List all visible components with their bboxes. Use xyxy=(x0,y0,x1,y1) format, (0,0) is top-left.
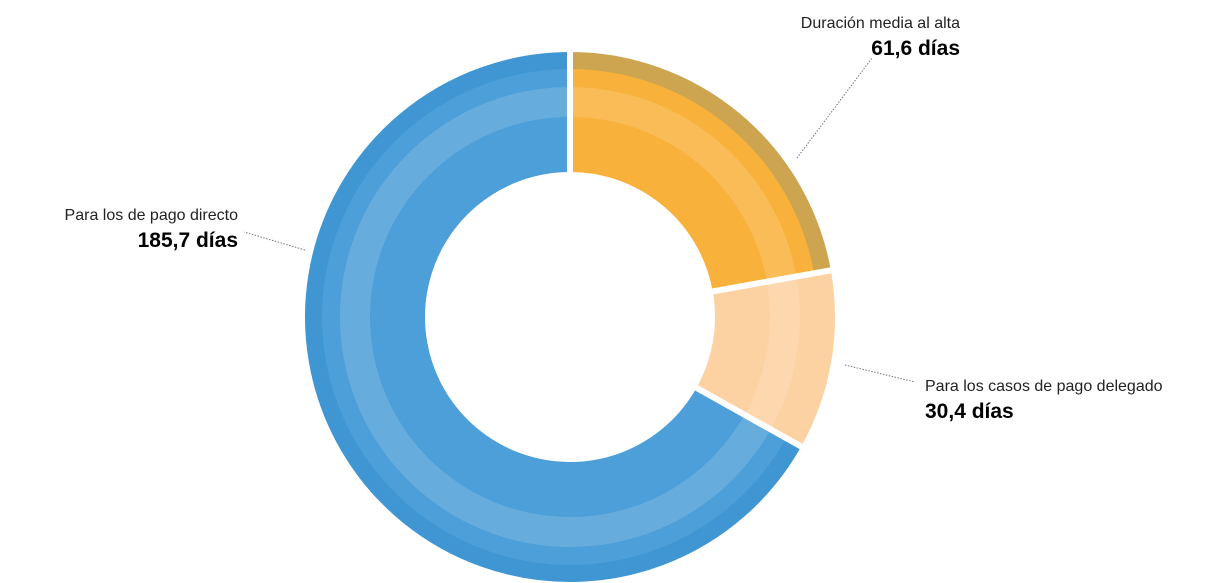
value-label: 30,4 días xyxy=(925,400,1014,423)
slice-label: Duración media al alta xyxy=(801,15,960,32)
leader-line xyxy=(844,364,916,383)
slice-label: Para los casos de pago delegado xyxy=(925,378,1163,395)
leader-line xyxy=(243,231,306,251)
slice-shade xyxy=(570,49,834,274)
slice xyxy=(570,49,834,292)
slice-label: Para los de pago directo xyxy=(65,207,239,224)
slice-gap xyxy=(567,45,838,296)
slice xyxy=(302,49,804,583)
value-label: 61,6 días xyxy=(871,37,960,60)
value-label: 185,7 días xyxy=(138,229,238,252)
slice-shade xyxy=(570,87,797,282)
slices xyxy=(299,45,841,583)
slice-shade xyxy=(744,276,800,430)
slice-gap xyxy=(299,45,808,583)
leader-line xyxy=(796,57,873,159)
